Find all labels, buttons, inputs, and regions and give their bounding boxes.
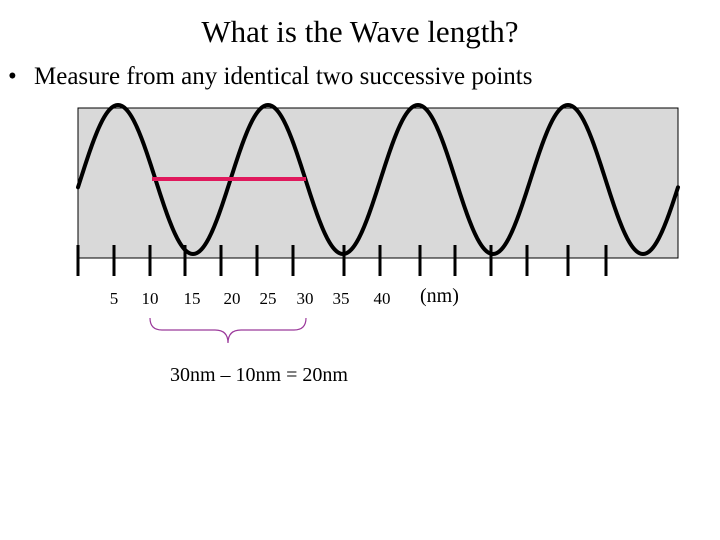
- axis-tick-label: 25: [260, 289, 277, 308]
- axis-tick-label: 5: [110, 289, 119, 308]
- unit-label: (nm): [420, 285, 459, 307]
- sine-wave: [76, 103, 680, 256]
- axis-tick-label: 40: [374, 289, 391, 308]
- axis-tick-label: 10: [142, 289, 159, 308]
- axis-ticks: [76, 245, 608, 276]
- axis-tick-label: 35: [333, 289, 350, 308]
- bullet-dot-icon: •: [8, 63, 17, 90]
- slide-title: What is the Wave length?: [201, 14, 519, 49]
- bullet-point: • Measure from any identical two successi…: [8, 60, 532, 94]
- bullet-text: Measure from any identical two successiv…: [34, 63, 533, 90]
- axis-tick-label: 15: [184, 289, 201, 308]
- axis-tick-label: 30: [297, 289, 314, 308]
- axis-tick-labels: 5 10 15 20 25 30 35 40: [110, 289, 391, 308]
- curly-brace: [149, 317, 307, 344]
- axis-tick-label: 20: [224, 289, 241, 308]
- equation-text: 30nm – 10nm = 20nm: [170, 364, 348, 386]
